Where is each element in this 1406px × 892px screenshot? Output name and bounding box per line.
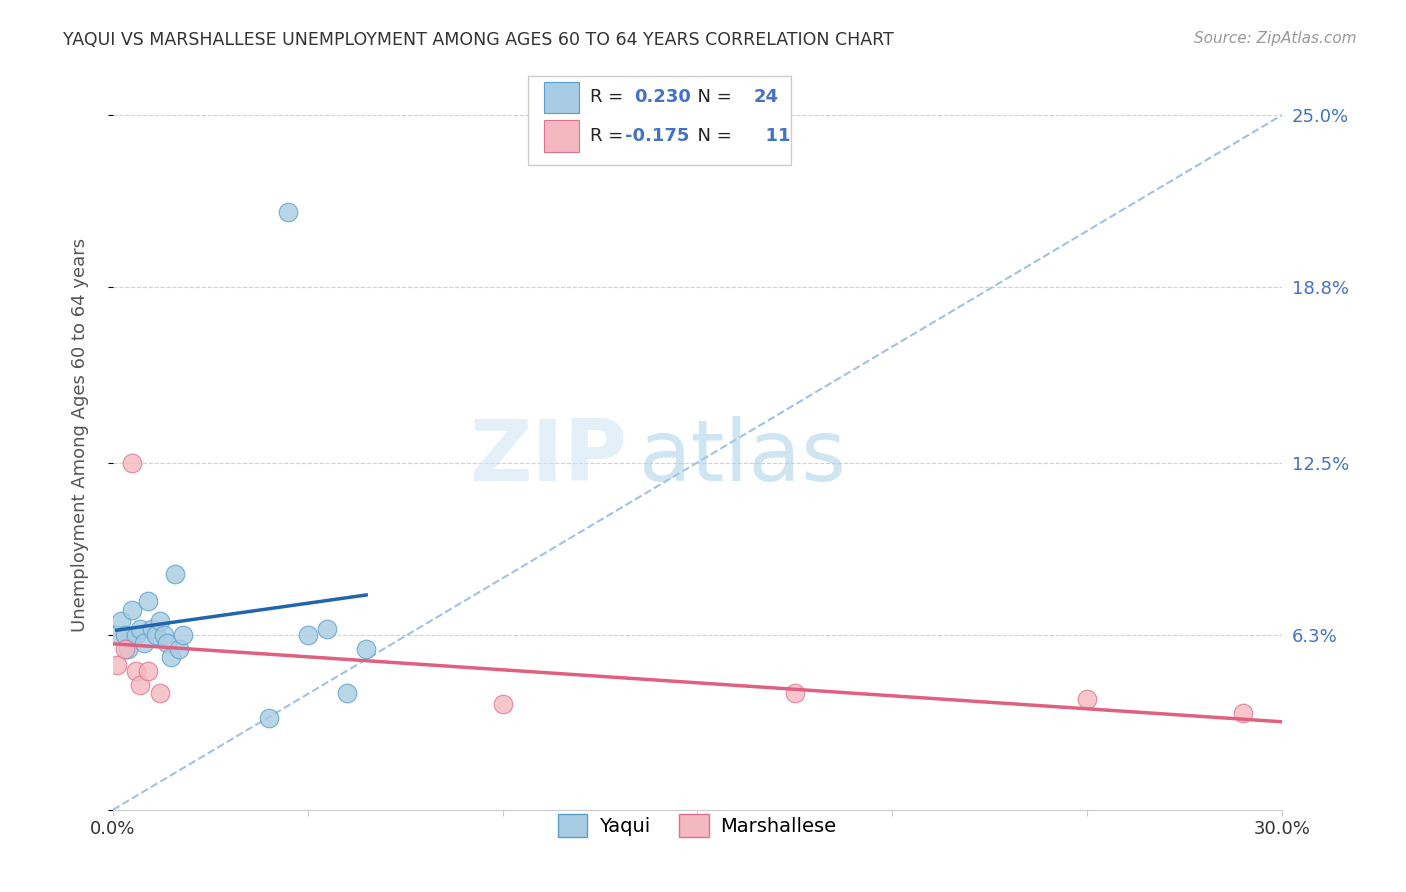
Point [105, 628, 128, 642]
Point [1232, 706, 1254, 720]
Text: Source: ZipAtlas.com: Source: ZipAtlas.com [1194, 31, 1357, 46]
Point [136, 664, 159, 678]
Y-axis label: Unemployment Among Ages 60 to 64 years: Unemployment Among Ages 60 to 64 years [72, 237, 89, 632]
Text: 24: 24 [754, 88, 779, 106]
FancyBboxPatch shape [527, 76, 790, 165]
Point [121, 456, 143, 470]
Point [783, 686, 806, 700]
Point [145, 628, 167, 642]
Point [297, 628, 319, 642]
Text: YAQUI VS MARSHALLESE UNEMPLOYMENT AMONG AGES 60 TO 64 YEARS CORRELATION CHART: YAQUI VS MARSHALLESE UNEMPLOYMENT AMONG … [63, 31, 894, 49]
FancyBboxPatch shape [544, 120, 579, 152]
Point [149, 614, 172, 628]
Point [117, 641, 139, 656]
Text: N =: N = [686, 128, 737, 145]
Point [129, 678, 152, 692]
Point [136, 594, 159, 608]
Point [316, 622, 339, 636]
Text: 0.230: 0.230 [634, 88, 692, 106]
Text: atlas: atlas [638, 416, 846, 499]
Text: 11: 11 [754, 128, 792, 145]
Point [149, 686, 172, 700]
Point [160, 650, 183, 665]
Point [491, 698, 513, 712]
Point [132, 636, 155, 650]
Point [152, 628, 174, 642]
Point [129, 622, 152, 636]
Text: ZIP: ZIP [470, 416, 627, 499]
Point [105, 658, 128, 673]
Text: R =: R = [589, 88, 628, 106]
Point [125, 628, 148, 642]
Point [257, 711, 280, 725]
Text: -0.175: -0.175 [624, 128, 689, 145]
Point [141, 622, 163, 636]
Point [121, 603, 143, 617]
Point [1076, 691, 1098, 706]
Point [167, 641, 190, 656]
Point [125, 664, 148, 678]
Point [336, 686, 359, 700]
Text: N =: N = [686, 88, 737, 106]
Point [114, 641, 136, 656]
Point [354, 641, 377, 656]
Legend: Yaqui, Marshallese: Yaqui, Marshallese [551, 805, 844, 845]
Point [172, 628, 194, 642]
Point [114, 628, 136, 642]
Point [277, 205, 299, 219]
Point [156, 636, 179, 650]
Point [165, 566, 187, 581]
Text: R =: R = [589, 128, 628, 145]
FancyBboxPatch shape [544, 81, 579, 113]
Point [110, 614, 132, 628]
